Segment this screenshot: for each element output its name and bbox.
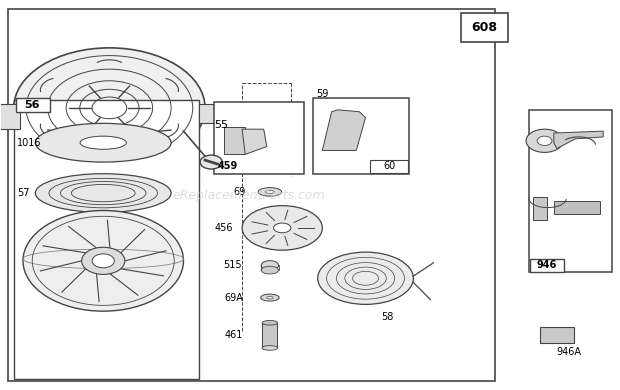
Text: 459: 459 [218, 161, 237, 171]
Circle shape [537, 136, 552, 145]
Ellipse shape [35, 174, 171, 213]
Text: 456: 456 [215, 223, 233, 233]
Circle shape [82, 247, 125, 275]
Bar [529, 110, 613, 273]
Ellipse shape [260, 294, 279, 301]
Bar [530, 259, 564, 272]
Ellipse shape [267, 296, 273, 299]
Circle shape [23, 211, 184, 311]
Bar [199, 104, 218, 123]
Text: 946: 946 [537, 261, 557, 271]
Text: 69A: 69A [224, 292, 243, 303]
Text: 55: 55 [215, 120, 228, 130]
Ellipse shape [317, 252, 414, 304]
Text: 946A: 946A [557, 347, 582, 357]
Text: 515: 515 [223, 261, 242, 271]
Text: 69: 69 [233, 187, 245, 197]
Ellipse shape [261, 261, 278, 270]
Ellipse shape [262, 321, 278, 325]
Text: 60: 60 [383, 161, 395, 171]
Bar [262, 323, 277, 348]
Text: 608: 608 [471, 21, 497, 34]
Ellipse shape [261, 266, 278, 274]
Text: eReplacementParts.com: eReplacementParts.com [172, 188, 325, 202]
Bar [461, 13, 508, 42]
Text: 59: 59 [316, 89, 329, 99]
Ellipse shape [265, 190, 274, 193]
Bar [7, 9, 495, 381]
Ellipse shape [35, 123, 171, 162]
Bar [16, 98, 50, 112]
Text: 58: 58 [381, 312, 393, 322]
Polygon shape [242, 129, 267, 154]
Bar [539, 327, 574, 343]
Ellipse shape [242, 206, 322, 250]
Bar [371, 160, 407, 172]
Ellipse shape [80, 136, 126, 149]
Text: 56: 56 [25, 100, 40, 110]
Text: 1016: 1016 [17, 138, 42, 148]
Circle shape [200, 155, 223, 169]
Circle shape [92, 254, 114, 268]
Ellipse shape [262, 346, 278, 350]
Bar [0, 104, 20, 129]
Ellipse shape [273, 223, 291, 233]
Text: 57: 57 [17, 188, 29, 198]
Bar [224, 127, 245, 154]
Bar [554, 201, 600, 214]
Bar [14, 100, 199, 379]
Polygon shape [322, 110, 366, 151]
Circle shape [14, 48, 205, 168]
Circle shape [526, 129, 563, 152]
Polygon shape [554, 131, 603, 149]
Text: 461: 461 [225, 330, 243, 340]
Bar [533, 197, 547, 220]
Bar [215, 102, 304, 174]
Bar [313, 98, 409, 174]
Ellipse shape [258, 188, 281, 196]
